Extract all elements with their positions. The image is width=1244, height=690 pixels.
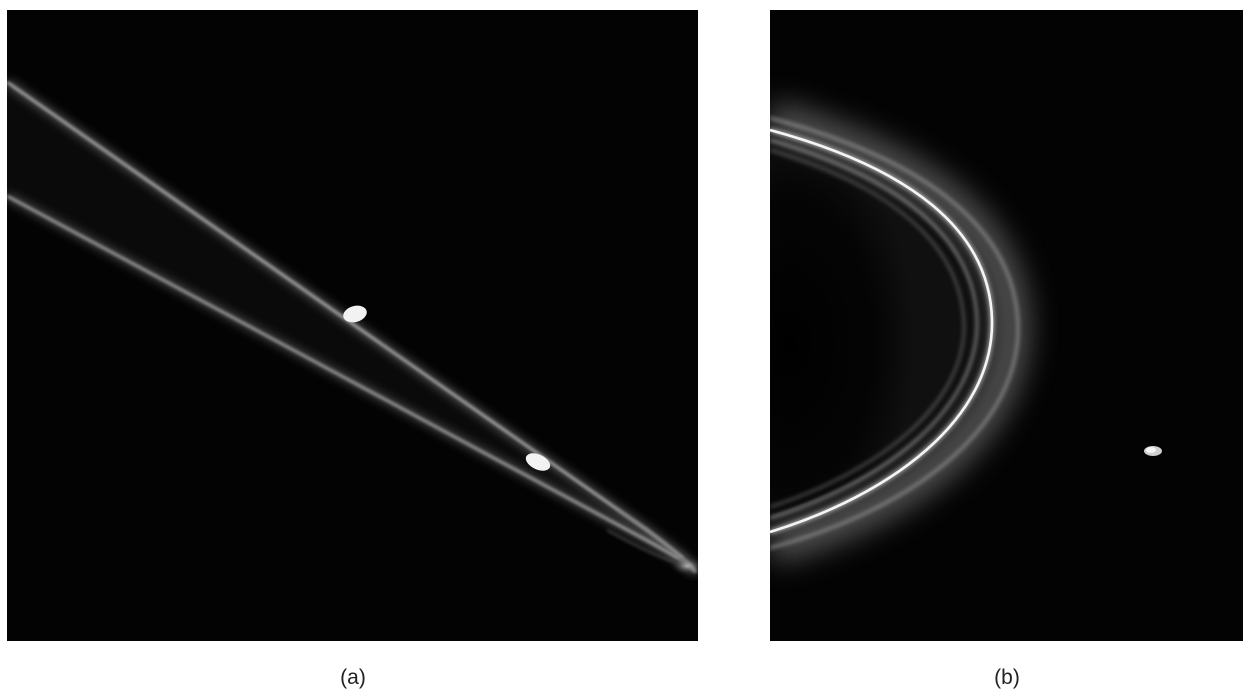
photo-panel-b xyxy=(770,10,1243,641)
ring-photo-b xyxy=(770,10,1243,641)
caption-a: (a) xyxy=(340,666,366,689)
ring-halo xyxy=(770,100,1031,565)
photo-panel-a xyxy=(7,10,698,641)
ring-strand-inner xyxy=(770,139,978,519)
moon-lower xyxy=(525,453,551,471)
caption-b: (b) xyxy=(994,666,1020,689)
ring-photo-a xyxy=(7,10,698,641)
ring-tip-glow xyxy=(669,556,698,576)
ring-strand-innermost xyxy=(770,149,965,508)
ring-strand-outer xyxy=(770,117,1020,549)
moon-upper xyxy=(343,305,367,323)
